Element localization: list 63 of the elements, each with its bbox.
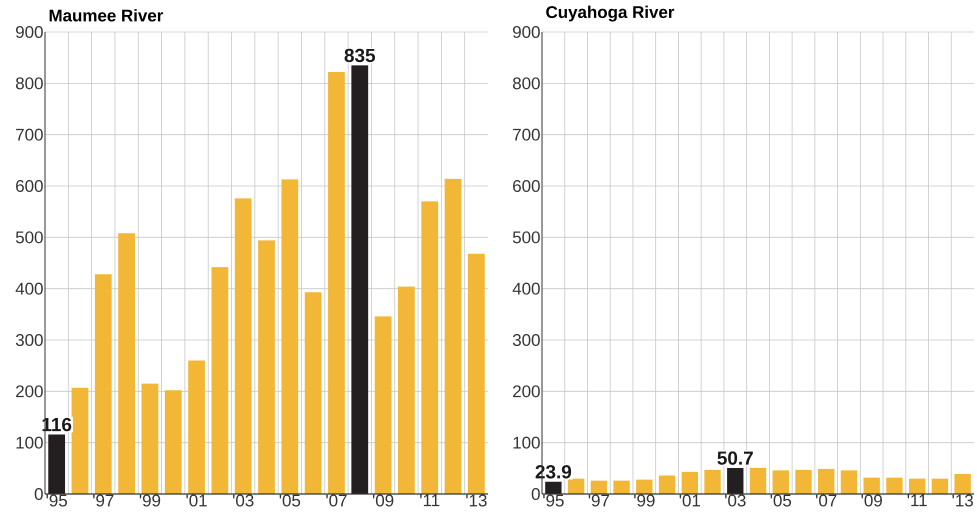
y-tick-label: 800	[512, 77, 540, 90]
bar	[281, 179, 298, 494]
x-tick-label: '13	[952, 494, 973, 507]
x-tick-label: '95	[46, 494, 67, 507]
bar	[211, 267, 228, 494]
y-tick-label: 700	[16, 128, 43, 141]
y-tick-label: 500	[16, 231, 43, 244]
chart-title: Maumee River	[50, 9, 164, 22]
y-tick-label: 300	[16, 334, 43, 346]
x-tick-label: '05	[770, 494, 792, 507]
x-tick-label: '97	[588, 494, 610, 507]
y-tick-label: 700	[513, 128, 540, 141]
bar	[444, 178, 462, 494]
bar	[398, 286, 415, 494]
x-tick-label: '07	[326, 494, 347, 507]
bar	[72, 388, 88, 494]
x-tick-label: '09	[372, 494, 394, 507]
bar	[234, 198, 252, 494]
bar	[188, 360, 205, 494]
y-tick-label: 300	[512, 334, 540, 346]
x-tick-label: '01	[186, 494, 207, 507]
x-tick-label: '09	[862, 494, 882, 507]
x-tick-label: '03	[725, 494, 746, 507]
x-tick-label: '97	[93, 494, 114, 507]
y-tick-label: 500	[512, 231, 540, 244]
y-tick-label: 200	[16, 385, 43, 398]
bar	[421, 201, 438, 494]
y-tick-label: 200	[513, 385, 540, 398]
bar	[142, 384, 158, 494]
x-tick-label: '13	[466, 494, 487, 507]
y-tick-label: 100	[514, 436, 540, 449]
x-tick-label: '99	[634, 494, 655, 507]
bar	[328, 72, 345, 494]
x-tick-label: '01	[680, 494, 700, 507]
x-tick-label: '99	[140, 494, 160, 507]
y-tick-label: 600	[513, 180, 540, 192]
y-tick-label: 100	[16, 436, 43, 449]
y-tick-label: 0	[532, 488, 540, 500]
x-tick-label: '11	[420, 494, 440, 506]
bar	[351, 65, 368, 494]
y-tick-label: 400	[16, 282, 43, 295]
bar	[468, 254, 485, 494]
bar	[164, 390, 182, 494]
y-tick-label: 600	[16, 180, 43, 192]
bar	[258, 240, 275, 494]
x-tick-label: '07	[816, 494, 836, 507]
bar	[94, 274, 112, 494]
x-tick-label: '03	[233, 494, 254, 507]
y-tick-label: 900	[513, 26, 540, 38]
bar	[374, 316, 392, 494]
bar	[118, 233, 135, 494]
bar	[304, 292, 322, 494]
y-tick-label: 900	[16, 26, 43, 38]
x-tick-label: '05	[280, 494, 300, 507]
data-label: 50.7	[717, 451, 753, 465]
data-label: 835	[344, 48, 376, 62]
x-tick-label: '11	[908, 494, 927, 506]
chart-title: Cuyahoga River	[546, 6, 674, 22]
x-tick-label: '95	[543, 494, 564, 507]
y-tick-label: 400	[512, 282, 540, 295]
bar	[48, 434, 66, 494]
y-tick-label: 800	[16, 77, 43, 90]
y-tick-label: 0	[34, 488, 43, 500]
